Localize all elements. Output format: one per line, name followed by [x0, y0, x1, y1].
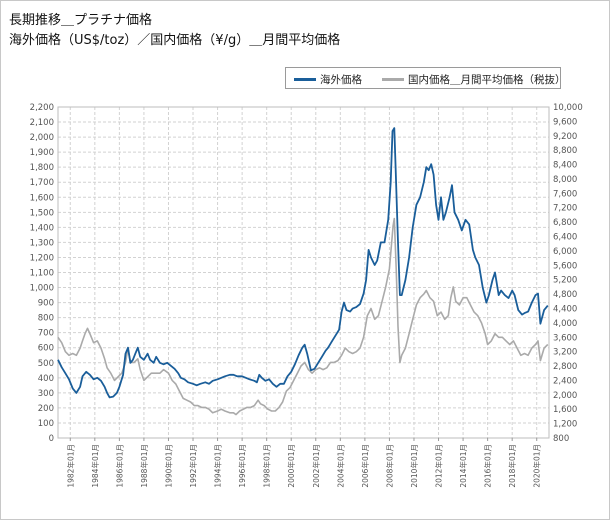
- x-tick-label: 1988年01月: [139, 444, 149, 488]
- y-right-tick-label: 1,600: [553, 405, 577, 415]
- y-left-tick-label: 1,100: [30, 269, 54, 279]
- y-right-tick-label: 8,800: [553, 146, 577, 156]
- legend-label-domestic: 国内価格＿月間平均価格（税抜）: [408, 74, 566, 86]
- y-left-tick-label: 800: [38, 314, 54, 324]
- x-tick-label: 2002年01月: [311, 444, 321, 488]
- x-tick-label: 1994年01月: [213, 444, 223, 488]
- legend: 海外価格 国内価格＿月間平均価格（税抜）: [285, 67, 566, 89]
- y-right-tick-label: 5,600: [553, 261, 577, 271]
- y-left-tick-label: 100: [38, 419, 54, 429]
- y-left-tick-label: 1,500: [30, 208, 54, 218]
- y-left-tick-label: 1,900: [30, 148, 54, 158]
- plot-border: [57, 106, 550, 439]
- y-left-tick-label: 1,700: [30, 178, 54, 188]
- x-tick-label: 1982年01月: [65, 444, 75, 488]
- y-right-tick-label: 4,800: [553, 290, 577, 300]
- y-right-tick-label: 4,000: [553, 319, 577, 329]
- x-tick-label: 1996年01月: [237, 444, 247, 488]
- y-right-tick-label: 2,800: [553, 362, 577, 372]
- x-tick-label: 2000年01月: [286, 444, 296, 488]
- legend-swatch-overseas: [294, 78, 316, 81]
- y-right-tick-label: 2,400: [553, 376, 577, 386]
- y-right-tick-label: 4,400: [553, 304, 577, 314]
- x-tick-label: 2010年01月: [409, 444, 419, 488]
- legend-swatch-domestic: [382, 78, 404, 81]
- y-right-tick-label: 9,600: [553, 117, 577, 127]
- series-group: [57, 127, 549, 416]
- y-right-tick-label: 7,200: [553, 204, 577, 214]
- y-left-tick-label: 2,200: [30, 103, 54, 113]
- y-right-tick-label: 10,000: [553, 103, 583, 113]
- y-right-tick-label: 7,600: [553, 189, 577, 199]
- y-right-tick-label: 1,200: [553, 420, 577, 430]
- legend-label-overseas: 海外価格: [320, 74, 362, 86]
- y-left-tick-label: 1,800: [30, 163, 54, 173]
- x-tick-label: 2016年01月: [483, 444, 493, 488]
- y-left-tick-label: 700: [38, 329, 54, 339]
- y-right-tick-label: 9,200: [553, 132, 577, 142]
- y-right-tick-label: 2,000: [553, 391, 577, 401]
- x-tick-label: 1998年01月: [262, 444, 272, 488]
- y-right-tick-label: 3,600: [553, 333, 577, 343]
- x-tick-label: 2006年01月: [360, 444, 370, 488]
- y-right-tick-label: 6,000: [553, 247, 577, 257]
- series-line-domestic: [57, 217, 549, 416]
- y-left-tick-label: 500: [38, 359, 54, 369]
- y-left-tick-label: 0: [49, 434, 54, 444]
- x-tick-label: 1992年01月: [188, 444, 198, 488]
- y-right-tick-label: 3,200: [553, 348, 577, 358]
- y-left-tick-label: 300: [38, 389, 54, 399]
- y-left-tick-label: 1,000: [30, 284, 54, 294]
- x-tick-label: 2008年01月: [384, 444, 394, 488]
- x-tick-label: 2014年01月: [458, 444, 468, 488]
- y-right-tick-label: 5,200: [553, 276, 577, 286]
- y-right-tick-label: 6,400: [553, 233, 577, 243]
- x-tick-label: 2012年01月: [434, 444, 444, 488]
- y-left-tick-label: 200: [38, 404, 54, 414]
- series-line-overseas: [57, 127, 549, 399]
- y-left-tick-label: 900: [38, 299, 54, 309]
- y-right-tick-label: 8,400: [553, 161, 577, 171]
- y-left-tick-label: 1,300: [30, 238, 54, 248]
- y-axis-left: 0 100 200 300 400 500 600 700 800 900 1,000 1,100 1,…: [30, 103, 54, 444]
- x-tick-label: 2004年01月: [335, 444, 345, 488]
- y-left-tick-label: 600: [38, 344, 54, 354]
- y-left-tick-label: 1,400: [30, 223, 54, 233]
- x-tick-label: 2018年01月: [507, 444, 517, 488]
- x-tick-label: 1986年01月: [114, 444, 124, 488]
- y-left-tick-label: 400: [38, 374, 54, 384]
- grid: [57, 106, 550, 439]
- y-right-tick-label: 6,800: [553, 218, 577, 228]
- y-right-tick-label: 800: [553, 434, 569, 444]
- x-tick-label: 2020年01月: [532, 444, 542, 488]
- y-axis-right: 800 1,200 1,600 2,000 2,400 2,800 3,200 3,600 4,…: [553, 103, 583, 444]
- y-left-tick-label: 2,100: [30, 118, 54, 128]
- chart-title: 長期推移＿プラチナ価格: [9, 13, 153, 28]
- x-tick-label: 1990年01月: [163, 444, 173, 488]
- y-left-tick-label: 2,000: [30, 133, 54, 143]
- y-right-tick-label: 8,000: [553, 175, 577, 185]
- x-tick-label: 1984年01月: [90, 444, 100, 488]
- y-left-tick-label: 1,200: [30, 253, 54, 263]
- chart-subtitle: 海外価格（US$/toz）／国内価格（¥/g）＿月間平均価格: [9, 33, 341, 48]
- x-axis: 1982年01月 1984年01月 1986年01月 1988年01月 1990年01月…: [65, 438, 542, 488]
- y-left-tick-label: 1,600: [30, 193, 54, 203]
